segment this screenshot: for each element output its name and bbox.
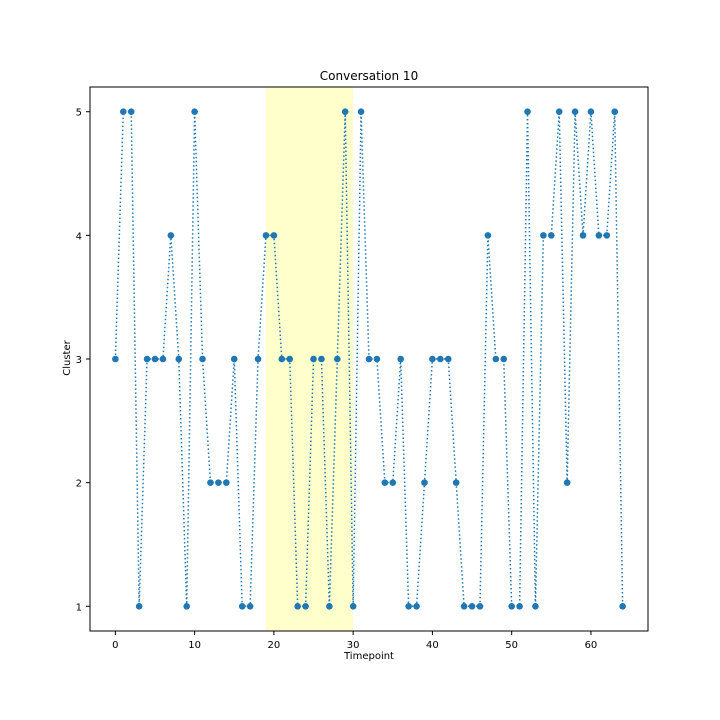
data-point <box>167 232 175 239</box>
data-point <box>318 355 325 363</box>
data-point <box>191 108 198 116</box>
data-point <box>571 108 579 116</box>
y-tick-label: 1 <box>76 602 82 613</box>
chart-title: Conversation 10 <box>320 69 418 83</box>
data-point <box>508 602 515 610</box>
plot-area: 0 10 20 30 40 50 60 1 2 3 4 5 <box>76 86 649 651</box>
data-point <box>302 602 309 610</box>
data-point <box>135 602 143 610</box>
data-point <box>223 479 230 486</box>
data-point <box>484 232 492 239</box>
data-point <box>159 355 167 363</box>
data-point <box>468 602 476 610</box>
data-point <box>310 355 317 363</box>
data-point <box>286 355 294 363</box>
data-point <box>175 355 183 363</box>
y-tick-label: 3 <box>76 355 82 366</box>
data-point <box>587 108 595 116</box>
data-point <box>365 355 373 363</box>
y-tick-label: 2 <box>76 479 82 490</box>
data-point <box>555 108 563 116</box>
data-point <box>563 479 571 486</box>
data-point <box>437 355 444 363</box>
data-point <box>444 355 452 363</box>
data-point <box>516 602 523 610</box>
data-point <box>238 602 246 610</box>
data-point <box>207 479 214 486</box>
x-tick-label: 0 <box>112 640 118 651</box>
data-point <box>421 479 428 486</box>
data-point <box>429 355 436 363</box>
data-point <box>540 232 547 239</box>
data-point <box>603 232 611 239</box>
data-point <box>460 602 468 610</box>
data-point <box>341 108 349 116</box>
x-tick-label: 10 <box>188 640 201 651</box>
data-point <box>579 232 587 239</box>
data-point <box>524 108 531 116</box>
data-point <box>611 108 619 116</box>
data-point <box>405 602 412 610</box>
data-point <box>326 602 333 610</box>
x-tick-label: 30 <box>347 640 360 651</box>
data-point <box>397 355 405 363</box>
data-point <box>500 355 508 363</box>
data-point <box>349 602 357 610</box>
data-point <box>333 355 341 363</box>
data-point <box>548 232 555 239</box>
y-axis-label: Cluster <box>62 339 73 375</box>
data-point <box>373 355 381 363</box>
x-tick-label: 40 <box>426 640 439 651</box>
x-axis-label: Timepoint <box>343 651 394 662</box>
data-point <box>389 479 397 486</box>
data-point <box>254 355 262 363</box>
data-point <box>143 355 151 363</box>
data-point <box>199 355 206 363</box>
data-point <box>119 108 127 116</box>
data-point <box>215 479 222 486</box>
x-tick-label: 50 <box>505 640 518 651</box>
data-point <box>278 355 286 363</box>
data-point <box>230 355 238 363</box>
data-point <box>294 602 301 610</box>
data-point <box>151 355 159 363</box>
y-tick-label: 4 <box>76 231 82 242</box>
data-point <box>452 479 460 486</box>
data-point <box>476 602 484 610</box>
data-point <box>246 602 254 610</box>
data-point <box>532 602 539 610</box>
data-point <box>270 232 278 239</box>
data-point <box>262 232 270 239</box>
data-point <box>413 602 420 610</box>
data-point <box>619 602 626 610</box>
data-point <box>127 108 135 116</box>
y-tick-label: 5 <box>76 108 82 119</box>
x-tick-label: 20 <box>268 640 281 651</box>
data-point <box>595 232 603 239</box>
x-tick-label: 60 <box>585 640 598 651</box>
data-point <box>183 602 190 610</box>
data-point <box>357 108 365 116</box>
data-point <box>381 479 389 486</box>
data-point <box>112 355 119 363</box>
data-point <box>492 355 500 363</box>
